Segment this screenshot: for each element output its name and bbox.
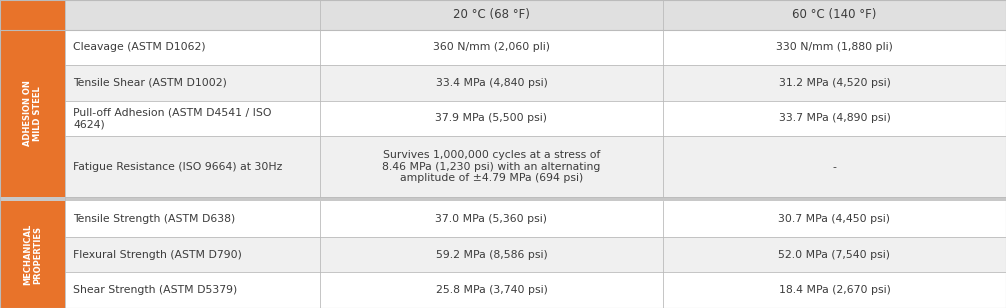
Text: 330 N/mm (1,880 pli): 330 N/mm (1,880 pli) <box>776 43 893 52</box>
Text: 52.0 MPa (7,540 psi): 52.0 MPa (7,540 psi) <box>779 250 890 260</box>
Bar <box>65 101 320 136</box>
Bar <box>65 30 320 65</box>
Bar <box>663 201 1006 237</box>
Bar <box>663 0 1006 30</box>
Text: 18.4 MPa (2,670 psi): 18.4 MPa (2,670 psi) <box>779 285 890 295</box>
Bar <box>65 0 320 30</box>
Text: Flexural Strength (ASTM D790): Flexural Strength (ASTM D790) <box>73 250 241 260</box>
Text: 25.8 MPa (3,740 psi): 25.8 MPa (3,740 psi) <box>436 285 547 295</box>
Text: 20 °C (68 °F): 20 °C (68 °F) <box>453 8 530 21</box>
Bar <box>320 237 663 273</box>
Text: 30.7 MPa (4,450 psi): 30.7 MPa (4,450 psi) <box>779 214 890 224</box>
Text: 59.2 MPa (8,586 psi): 59.2 MPa (8,586 psi) <box>436 250 547 260</box>
Text: 37.0 MPa (5,360 psi): 37.0 MPa (5,360 psi) <box>436 214 547 224</box>
Text: MECHANICAL
PROPERTIES: MECHANICAL PROPERTIES <box>23 224 42 285</box>
Text: 33.7 MPa (4,890 psi): 33.7 MPa (4,890 psi) <box>779 113 890 124</box>
Bar <box>320 65 663 101</box>
Bar <box>663 237 1006 273</box>
Bar <box>663 65 1006 101</box>
Bar <box>65 273 320 308</box>
Text: Survives 1,000,000 cycles at a stress of
8.46 MPa (1,230 psi) with an alternatin: Survives 1,000,000 cycles at a stress of… <box>382 150 601 184</box>
Bar <box>663 136 1006 197</box>
Text: Cleavage (ASTM D1062): Cleavage (ASTM D1062) <box>73 43 205 52</box>
Bar <box>663 101 1006 136</box>
Text: 37.9 MPa (5,500 psi): 37.9 MPa (5,500 psi) <box>436 113 547 124</box>
Text: ADHESION ON
MILD STEEL: ADHESION ON MILD STEEL <box>23 81 42 147</box>
Bar <box>320 101 663 136</box>
Bar <box>320 273 663 308</box>
Bar <box>0 0 65 30</box>
Text: 33.4 MPa (4,840 psi): 33.4 MPa (4,840 psi) <box>436 78 547 88</box>
Bar <box>65 201 320 237</box>
Text: Tensile Strength (ASTM D638): Tensile Strength (ASTM D638) <box>73 214 235 224</box>
Text: 31.2 MPa (4,520 psi): 31.2 MPa (4,520 psi) <box>779 78 890 88</box>
Bar <box>320 30 663 65</box>
Bar <box>65 65 320 101</box>
Bar <box>320 0 663 30</box>
Bar <box>663 30 1006 65</box>
Bar <box>0 197 1006 201</box>
Text: Shear Strength (ASTM D5379): Shear Strength (ASTM D5379) <box>73 285 237 295</box>
Text: -: - <box>833 162 836 172</box>
Bar <box>320 201 663 237</box>
Text: 60 °C (140 °F): 60 °C (140 °F) <box>793 8 876 21</box>
Bar <box>0 30 65 197</box>
Text: Fatigue Resistance (ISO 9664) at 30Hz: Fatigue Resistance (ISO 9664) at 30Hz <box>73 162 283 172</box>
Text: Tensile Shear (ASTM D1002): Tensile Shear (ASTM D1002) <box>73 78 227 88</box>
Bar <box>320 136 663 197</box>
Text: Pull-off Adhesion (ASTM D4541 / ISO
4624): Pull-off Adhesion (ASTM D4541 / ISO 4624… <box>73 108 272 129</box>
Bar <box>65 237 320 273</box>
Text: 360 N/mm (2,060 pli): 360 N/mm (2,060 pli) <box>433 43 550 52</box>
Bar <box>663 273 1006 308</box>
Bar <box>0 201 65 308</box>
Bar <box>65 136 320 197</box>
